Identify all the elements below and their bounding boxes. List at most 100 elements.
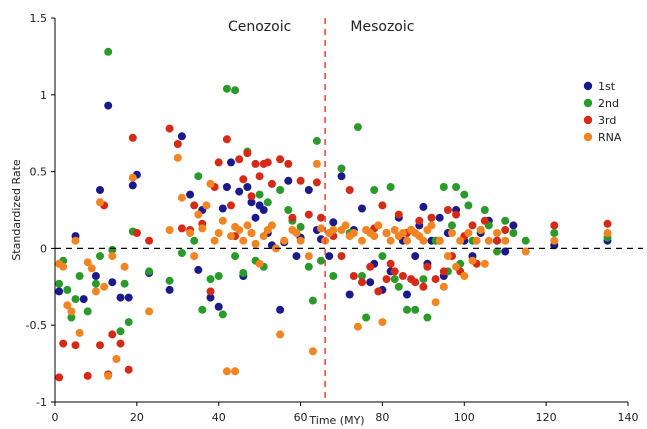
point-1st-52 bbox=[403, 290, 411, 299]
point-3rd-72 bbox=[480, 216, 489, 225]
point-rna-51 bbox=[317, 224, 325, 233]
point-rna-22 bbox=[194, 210, 203, 219]
point-rna-17 bbox=[165, 226, 174, 234]
point-2nd-5 bbox=[75, 272, 84, 280]
x-tick-label: 0 bbox=[52, 411, 59, 424]
point-1st-7 bbox=[116, 293, 125, 302]
point-rna-11 bbox=[104, 371, 113, 380]
point-3rd-17 bbox=[190, 201, 199, 210]
point-rna-7 bbox=[87, 264, 96, 273]
point-rna-36 bbox=[247, 229, 256, 237]
point-2nd-48 bbox=[370, 186, 379, 194]
point-2nd-9 bbox=[104, 47, 113, 56]
point-rna-71 bbox=[403, 236, 411, 245]
point-1st-34 bbox=[292, 252, 301, 261]
legend-marker-1st bbox=[583, 81, 593, 91]
point-rna-95 bbox=[550, 236, 559, 245]
point-3rd-76 bbox=[603, 219, 612, 228]
point-rna-85 bbox=[460, 272, 469, 280]
point-1st-19 bbox=[218, 204, 227, 213]
point-2nd-73 bbox=[509, 229, 518, 237]
point-rna-43 bbox=[276, 330, 285, 339]
point-rna-30 bbox=[227, 232, 235, 241]
chart-axes: -1 -0.5 0 0.5 1 1.5 0 20 40 60 80 100 120 140 Time (MY… bbox=[10, 12, 643, 427]
point-rna-33 bbox=[235, 226, 244, 234]
point-rna-21 bbox=[190, 252, 199, 261]
point-rna-26 bbox=[210, 236, 219, 245]
point-rna-8 bbox=[91, 287, 100, 296]
point-3rd-37 bbox=[296, 176, 305, 185]
point-1st-9 bbox=[128, 181, 137, 190]
point-2nd-3 bbox=[67, 313, 76, 322]
point-rna-9 bbox=[96, 198, 104, 207]
point-1st-5 bbox=[104, 101, 113, 110]
point-2nd-57 bbox=[423, 313, 432, 322]
point-rna-96 bbox=[603, 229, 612, 237]
point-3rd-9 bbox=[124, 365, 133, 374]
point-1st-4 bbox=[96, 186, 104, 194]
chart-marks bbox=[55, 47, 612, 382]
y-axis-label: Standardized Rate bbox=[10, 159, 23, 261]
point-rna-66 bbox=[382, 229, 391, 237]
point-3rd-52 bbox=[390, 267, 399, 276]
point-3rd-54 bbox=[398, 272, 407, 280]
point-3rd-74 bbox=[501, 226, 510, 234]
point-rna-5 bbox=[75, 328, 84, 337]
point-rna-80 bbox=[439, 282, 448, 291]
point-2nd-47 bbox=[362, 313, 371, 322]
point-rna-6 bbox=[83, 258, 92, 267]
point-rna-83 bbox=[452, 262, 461, 271]
point-rna-31 bbox=[231, 367, 240, 376]
x-axis-label: Time (MY) bbox=[308, 414, 364, 427]
point-2nd-75 bbox=[550, 229, 559, 237]
point-2nd-23 bbox=[218, 310, 227, 319]
point-2nd-27 bbox=[239, 269, 248, 277]
point-3rd-48 bbox=[374, 287, 383, 296]
point-3rd-65 bbox=[443, 206, 452, 214]
point-rna-25 bbox=[206, 179, 215, 188]
point-3rd-75 bbox=[550, 221, 559, 230]
point-rna-70 bbox=[398, 229, 407, 237]
point-1st-21 bbox=[227, 158, 235, 167]
point-1st-45 bbox=[366, 278, 375, 287]
point-rna-3 bbox=[67, 307, 76, 316]
point-rna-78 bbox=[431, 298, 440, 307]
point-3rd-12 bbox=[145, 236, 154, 245]
point-2nd-37 bbox=[296, 222, 305, 231]
point-3rd-33 bbox=[267, 179, 276, 188]
point-2nd-8 bbox=[96, 252, 104, 261]
point-rna-35 bbox=[243, 221, 252, 230]
point-2nd-66 bbox=[464, 201, 473, 210]
point-2nd-7 bbox=[91, 279, 100, 288]
point-rna-84 bbox=[456, 236, 465, 245]
mesozoic-label: Mesozoic bbox=[350, 19, 414, 35]
point-2nd-53 bbox=[403, 305, 411, 314]
point-2nd-51 bbox=[390, 275, 399, 284]
point-rna-13 bbox=[112, 355, 121, 363]
point-1st-24 bbox=[243, 183, 252, 191]
point-2nd-69 bbox=[480, 206, 489, 214]
y-tick-label: -0.5 bbox=[26, 319, 47, 332]
point-3rd-1 bbox=[59, 339, 68, 348]
point-2nd-16 bbox=[165, 276, 174, 285]
legend-marker-3rd bbox=[583, 115, 593, 125]
point-3rd-7 bbox=[108, 330, 117, 339]
point-2nd-63 bbox=[452, 183, 461, 191]
point-rna-50 bbox=[312, 159, 321, 168]
point-rna-12 bbox=[108, 252, 117, 261]
point-1st-40 bbox=[329, 218, 338, 227]
point-rna-90 bbox=[480, 259, 489, 268]
point-3rd-39 bbox=[312, 178, 321, 187]
point-1st-13 bbox=[177, 132, 186, 141]
point-rna-64 bbox=[374, 221, 383, 230]
legend-label-3rd: 3rd bbox=[598, 114, 616, 127]
point-rna-28 bbox=[218, 216, 227, 225]
point-rna-79 bbox=[435, 236, 444, 245]
x-tick-label: 120 bbox=[536, 411, 557, 424]
x-tick-label: 140 bbox=[618, 411, 639, 424]
point-rna-38 bbox=[255, 259, 264, 268]
point-3rd-59 bbox=[419, 282, 428, 291]
point-3rd-62 bbox=[431, 275, 440, 284]
y-tick-label: 1 bbox=[40, 89, 47, 102]
legend-marker-2nd bbox=[583, 98, 593, 108]
